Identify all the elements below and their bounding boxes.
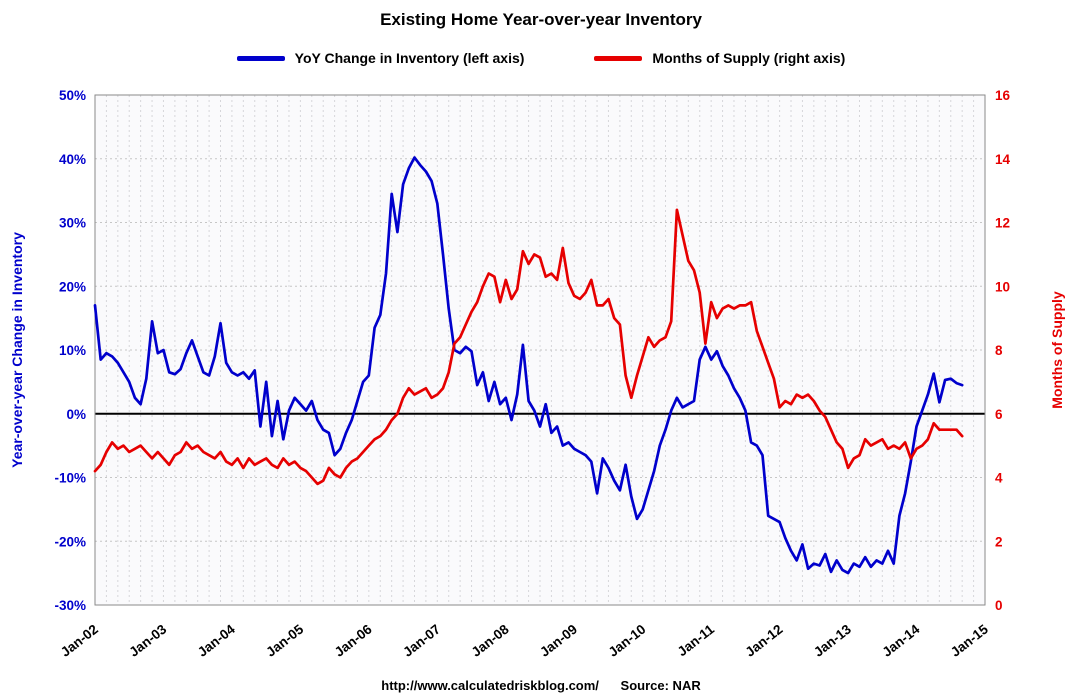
- svg-text:-30%: -30%: [54, 598, 86, 613]
- footer-source-label: Source: NAR: [620, 678, 701, 693]
- svg-text:2: 2: [995, 534, 1003, 549]
- chart-footer: http://www.calculatedriskblog.com/ Sourc…: [0, 678, 1082, 693]
- plot-border: [94, 94, 986, 606]
- svg-text:Jan-02: Jan-02: [58, 622, 101, 660]
- series-line-months-of-supply: [93, 208, 964, 486]
- left-axis-title: Year-over-year Change in Inventory: [9, 232, 25, 468]
- legend-label: YoY Change in Inventory (left axis): [294, 50, 525, 66]
- svg-text:6: 6: [995, 407, 1003, 422]
- svg-text:Jan-04: Jan-04: [195, 621, 238, 659]
- svg-text:Jan-15: Jan-15: [948, 621, 991, 659]
- svg-text:16: 16: [995, 88, 1011, 103]
- svg-text:20%: 20%: [59, 279, 86, 294]
- legend-label: Months of Supply (right axis): [652, 50, 846, 66]
- svg-text:12: 12: [995, 216, 1010, 231]
- left-axis-ticks: 50% 40% 30% 20% 10% 0% -10% -20% -30%: [54, 88, 86, 613]
- svg-text:-10%: -10%: [54, 471, 86, 486]
- legend-line-swatch-blue: [236, 55, 285, 61]
- legend: YoY Change in Inventory (left axis) Mont…: [0, 50, 1082, 66]
- x-axis-ticks: Jan-02 Jan-03 Jan-04 Jan-05 Jan-06 Jan-07 Jan-…: [58, 621, 991, 659]
- svg-text:0: 0: [995, 598, 1003, 613]
- series-line-yoy-change-in-inventory: [93, 156, 964, 575]
- svg-text:Jan-09: Jan-09: [537, 622, 580, 660]
- svg-text:10%: 10%: [59, 343, 86, 358]
- svg-text:10: 10: [995, 279, 1010, 294]
- footer-url: http://www.calculatedriskblog.com/: [381, 678, 599, 693]
- svg-text:Jan-05: Jan-05: [263, 621, 306, 659]
- legend-line-swatch-red: [594, 55, 643, 61]
- right-axis-ticks: 16 14 12 10 8 6 4 2 0: [995, 88, 1011, 613]
- svg-text:50%: 50%: [59, 88, 86, 103]
- svg-text:Jan-11: Jan-11: [675, 621, 718, 659]
- svg-text:30%: 30%: [59, 216, 86, 231]
- svg-text:Jan-08: Jan-08: [469, 621, 512, 659]
- svg-text:Jan-03: Jan-03: [126, 621, 169, 659]
- svg-text:14: 14: [995, 152, 1011, 167]
- svg-text:Jan-06: Jan-06: [332, 621, 375, 659]
- svg-text:Jan-07: Jan-07: [400, 622, 443, 660]
- svg-text:Jan-12: Jan-12: [743, 622, 786, 660]
- svg-text:40%: 40%: [59, 152, 86, 167]
- svg-text:8: 8: [995, 343, 1003, 358]
- svg-text:-20%: -20%: [54, 534, 86, 549]
- svg-text:4: 4: [995, 471, 1003, 486]
- right-axis-title: Months of Supply: [1049, 291, 1065, 409]
- svg-text:Jan-10: Jan-10: [606, 622, 649, 660]
- svg-text:0%: 0%: [66, 407, 86, 422]
- legend-item-months-of-supply: Months of Supply (right axis): [594, 50, 845, 66]
- svg-text:Jan-14: Jan-14: [879, 621, 922, 659]
- chart-title: Existing Home Year-over-year Inventory: [380, 10, 702, 29]
- legend-item-yoy-inventory: YoY Change in Inventory (left axis): [236, 50, 525, 66]
- svg-text:Jan-13: Jan-13: [811, 621, 854, 659]
